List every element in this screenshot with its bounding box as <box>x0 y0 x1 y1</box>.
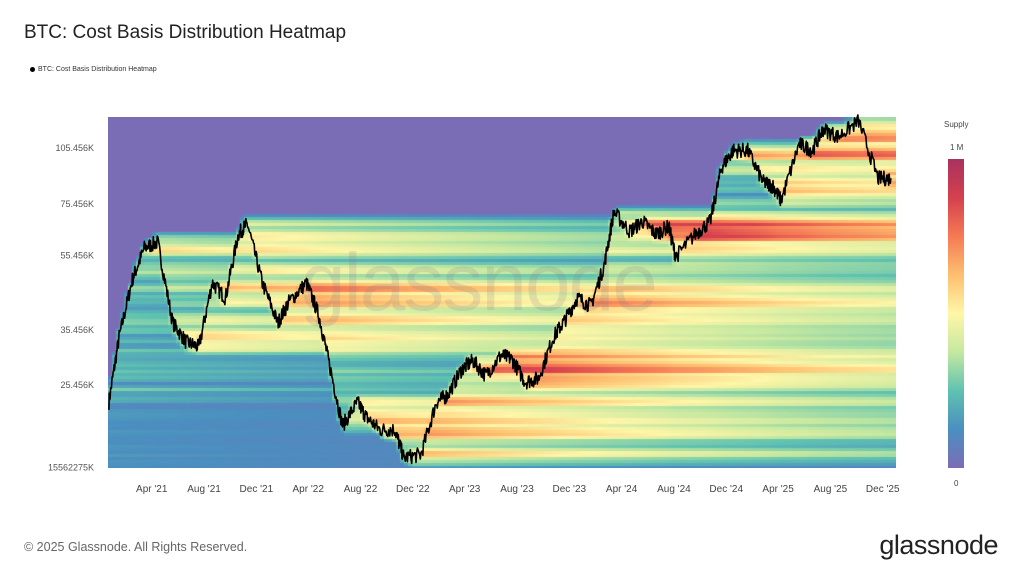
x-tick-label: Dec '25 <box>866 484 900 495</box>
x-tick-label: Apr '21 <box>136 484 168 495</box>
y-tick-label: 105.456K <box>55 143 94 153</box>
x-tick-label: Dec '21 <box>240 484 274 495</box>
legend: BTC: Cost Basis Distribution Heatmap <box>30 66 157 73</box>
x-tick-label: Aug '23 <box>500 484 534 495</box>
y-tick-label: 75.456K <box>60 199 94 209</box>
y-tick-label: 15562275K <box>48 462 94 472</box>
glassnode-logo: glassnode <box>879 530 998 560</box>
price-line <box>108 114 892 465</box>
x-tick-label: Apr '22 <box>293 484 325 495</box>
y-tick-label: 55.456K <box>60 250 94 260</box>
x-tick-label: Aug '25 <box>814 484 848 495</box>
x-tick-label: Dec '22 <box>396 484 430 495</box>
x-tick-label: Aug '21 <box>187 484 221 495</box>
legend-marker <box>30 67 35 72</box>
x-tick-label: Apr '23 <box>449 484 481 495</box>
colorbar-min: 0 <box>954 479 959 488</box>
y-tick-label: 35.456K <box>60 325 94 335</box>
colorbar-title: Supply <box>944 120 969 129</box>
x-tick-label: Apr '25 <box>762 484 794 495</box>
copyright: © 2025 Glassnode. All Rights Reserved. <box>24 540 248 554</box>
colorbar-max: 1 M <box>950 143 964 152</box>
heatmap-cells <box>108 117 896 468</box>
colorbar <box>948 159 964 468</box>
chart-title: BTC: Cost Basis Distribution Heatmap <box>24 22 347 43</box>
x-tick-label: Apr '24 <box>606 484 638 495</box>
x-tick-label: Dec '23 <box>553 484 587 495</box>
x-tick-label: Aug '22 <box>344 484 378 495</box>
x-tick-label: Dec '24 <box>709 484 743 495</box>
x-tick-label: Aug '24 <box>657 484 691 495</box>
legend-label: BTC: Cost Basis Distribution Heatmap <box>38 66 157 73</box>
y-tick-label: 25.456K <box>60 380 94 390</box>
